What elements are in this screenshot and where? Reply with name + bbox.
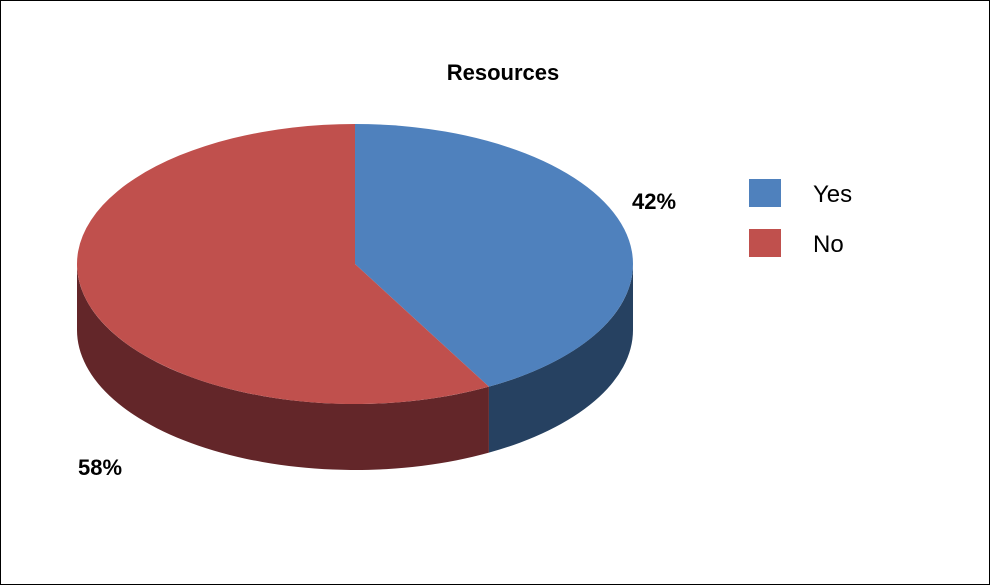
legend-label-no: No bbox=[813, 231, 844, 258]
legend-swatch-no bbox=[749, 229, 781, 257]
legend: Yes No bbox=[749, 179, 852, 258]
legend-swatch-yes bbox=[749, 179, 781, 207]
pie-slice-yes bbox=[355, 124, 633, 387]
pie-side-yes bbox=[488, 264, 633, 453]
pie-group: 42% 58% bbox=[76, 124, 676, 480]
data-label-no: 58% bbox=[78, 455, 122, 480]
chart-title: Resources bbox=[447, 60, 560, 85]
pie-side-no bbox=[77, 264, 489, 470]
legend-label-yes: Yes bbox=[813, 181, 852, 208]
pie-slice-no bbox=[76, 124, 489, 404]
data-label-yes: 42% bbox=[632, 189, 676, 214]
